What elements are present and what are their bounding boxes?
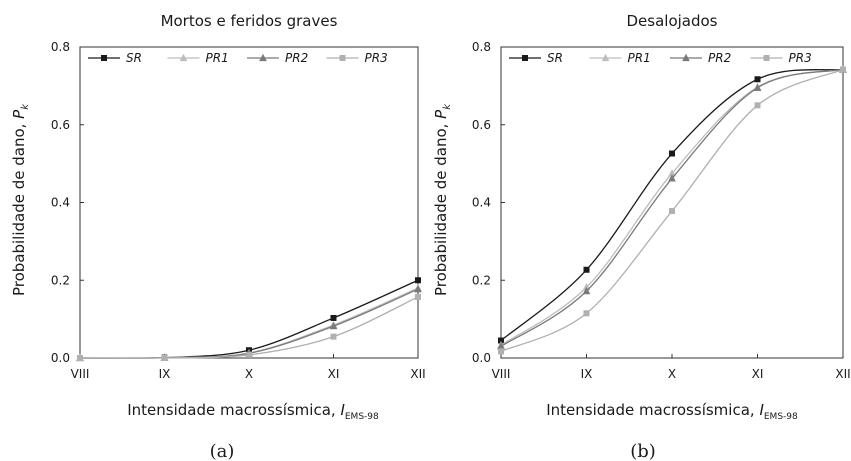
plot-frame [500,46,844,359]
series-line-sr [500,68,844,342]
y-tick-label: 0.6 [51,118,70,132]
data-point [522,55,528,61]
data-point [498,348,504,355]
series-line-sr [79,279,419,359]
data-point [497,342,505,350]
data-point [754,102,761,109]
legend-label: SR [126,51,142,65]
y-tick-label: 0.2 [472,273,491,287]
x-tick-label: XII [835,367,850,381]
x-tick-label: XI [752,367,764,381]
x-tick-label: XII [410,367,425,381]
x-axis-label: Intensidade macrossísmica, IEMS-98 [127,401,379,422]
data-point [414,284,422,293]
x-tick-label: VIII [71,367,90,381]
data-point [415,277,421,284]
legend-label: PR2 [708,51,731,65]
chart-panel-b: Desalojados Probabilidade de dano, Pk In… [432,12,851,461]
legend-label: PR1 [628,51,651,65]
chart-title: Desalojados [626,12,717,30]
data-point [259,53,267,62]
data-point [669,150,675,157]
chart-panel-a: Mortos e feridos graves Probabilidade de… [10,12,426,461]
series-line-pr2 [500,68,844,347]
chart-title: Mortos e feridos graves [161,12,338,30]
legend-label: PR3 [365,51,388,65]
data-point [668,169,676,177]
data-point [754,76,761,83]
data-point [669,208,675,215]
data-point [583,310,590,317]
y-axis-label: Probabilidade de dano, Pk [432,103,453,296]
data-point [601,53,610,62]
y-tick-label: 0.8 [472,40,491,54]
y-tick-label: 0.4 [472,196,491,210]
panel-caption: (a) [210,441,235,461]
data-point [330,333,337,340]
data-point [246,351,252,358]
legend-label: SR [547,51,563,65]
data-point [339,55,346,61]
y-tick-label: 0.2 [51,273,70,287]
y-tick-label: 0.4 [51,196,70,210]
panel-caption: (b) [630,441,656,461]
x-tick-label: IX [581,367,593,381]
data-point [753,83,762,91]
legend-label: PR2 [285,51,308,65]
data-point [330,314,337,321]
data-point [583,266,590,273]
x-tick-label: X [245,367,253,381]
data-point [161,355,168,361]
x-tick-label: IX [159,367,171,381]
y-axis-label: Probabilidade de dano, Pk [10,103,31,296]
y-tick-label: 0.8 [51,40,70,54]
x-axis-label: Intensidade macrossísmica, IEMS-98 [546,401,798,422]
legend-label: PR1 [206,51,229,65]
data-point [498,337,504,344]
data-point [179,53,188,62]
data-point [415,293,421,300]
y-tick-label: 0.0 [472,351,491,365]
data-point [682,53,690,62]
data-point [101,55,107,61]
x-tick-label: XI [328,367,340,381]
y-tick-label: 0.6 [472,118,491,132]
data-point [329,321,338,330]
data-point [668,174,676,182]
data-point [763,55,770,61]
series-line-pr1 [500,68,844,346]
data-point [582,286,591,295]
x-tick-label: VIII [492,367,511,381]
y-tick-label: 0.0 [51,351,70,365]
x-tick-label: X [668,367,676,381]
legend-label: PR3 [789,51,812,65]
data-point [77,355,83,361]
data-point [840,66,846,73]
